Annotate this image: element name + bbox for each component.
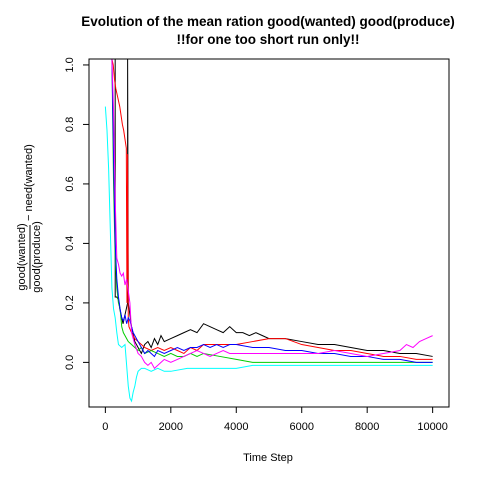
x-axis: 0 2000 4000 6000 8000 10000 [102, 406, 448, 433]
y-label-suffix: − need(wanted) [23, 144, 35, 221]
chart-subtitle: !!for one too short run only!! [177, 32, 360, 47]
chart-title: Evolution of the mean ration good(wanted… [81, 14, 454, 29]
y-tick-label-3: 0.6 [64, 176, 76, 191]
plot-frame [88, 58, 450, 408]
series-group [104, 59, 433, 403]
series-line-5 [111, 59, 433, 370]
x-tick-label-3: 6000 [289, 421, 313, 433]
series-line-2 [111, 59, 433, 360]
y-axis: 0.0 0.2 0.4 0.6 0.8 1.0 [64, 57, 90, 370]
y-label-numerator: good(wanted) [16, 223, 28, 290]
y-tick-label-4: 0.8 [64, 117, 76, 132]
series-line-1 [111, 59, 433, 357]
y-tick-label-0: 0.0 [64, 355, 76, 370]
x-tick-label-1: 2000 [159, 421, 183, 433]
y-tick-label-2: 0.4 [64, 236, 76, 251]
x-tick-label-5: 10000 [417, 421, 448, 433]
y-tick-label-1: 0.2 [64, 295, 76, 310]
x-tick-label-2: 4000 [224, 421, 248, 433]
y-label-denominator: good(produce) [31, 221, 43, 293]
x-axis-label: Time Step [243, 452, 293, 464]
series-line-3 [111, 59, 433, 363]
y-axis-label: good(wanted) good(produce) − need(wanted… [16, 144, 43, 293]
series-line-4 [111, 59, 433, 363]
y-tick-label-5: 1.0 [64, 57, 76, 72]
x-tick-label-4: 8000 [355, 421, 379, 433]
x-tick-label-0: 0 [102, 421, 108, 433]
series-line-6 [104, 106, 433, 403]
